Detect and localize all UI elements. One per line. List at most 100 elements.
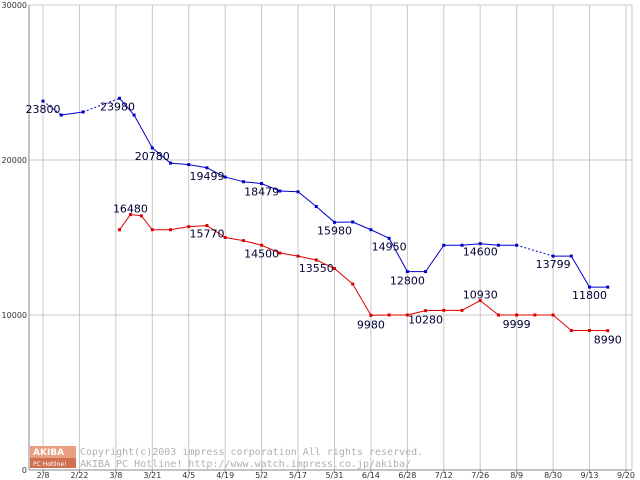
x-tick-label: 3/21 [143,471,161,480]
akiba-logo-band [30,458,76,468]
series-0-point [405,270,409,274]
series-0-segment [188,164,208,169]
series-1-point [442,308,446,312]
series-0-segment [119,97,135,116]
akiba-logo-subtext: PC Hotline! [33,461,66,468]
series-1-point [241,239,245,243]
series-0-point [241,180,245,184]
x-tick-label: 7/12 [435,471,453,480]
data-label: 10930 [463,289,498,302]
series-0-segment [61,111,84,116]
series-1-point [551,313,555,317]
series-0-point [442,243,446,247]
data-label: 23800 [26,103,61,116]
series-1-point [150,228,154,232]
series-0-point [260,182,264,186]
series-1-segment [297,255,317,261]
series-1-point [460,308,464,312]
series-0-point [496,243,500,247]
series-0-segment [315,206,335,223]
series-0-segment [225,176,244,183]
series-0-segment [279,190,299,193]
series-1-point [569,329,573,332]
series-1-segment [188,225,207,228]
series-0-segment [388,238,408,272]
series-0-point [332,220,336,224]
series-0-segment [297,191,317,207]
akiba-url-line: AKIBA PC Hotline! http://www.watch.impre… [80,459,411,470]
copyright-line: Copyright(c)2003 impress corporation All… [80,447,423,458]
series-0-point [187,163,191,167]
series-0-segment [243,181,262,185]
series-1-point [496,313,500,317]
series-1-point [332,267,336,270]
data-label: 15980 [317,224,352,237]
series-1-segment [479,300,499,316]
series-1-segment [140,215,153,231]
x-tick-label: 2/22 [70,471,88,480]
series-1-segment [461,300,481,311]
chart-series [41,96,610,333]
x-tick-label: 8/9 [510,471,523,480]
data-label: 18479 [244,186,279,199]
x-tick-label: 9/13 [581,471,599,480]
series-0-point [169,161,173,165]
series-1-point [128,213,132,217]
series-1-segment [552,314,572,331]
series-0-point [551,254,555,258]
y-tick-label: 0 [22,466,27,475]
series-0-point [369,228,373,232]
series-0-point [424,270,428,274]
series-0-point [296,190,300,194]
series-0-segment [480,243,499,246]
series-1-segment [243,240,262,246]
series-1-segment [407,310,426,316]
series-0-segment [352,221,372,231]
series-0-segment [261,183,281,192]
x-tick-label: 8/30 [544,471,562,480]
x-tick-label: 4/19 [216,471,234,480]
data-label: 19499 [189,170,224,183]
series-1-point [478,299,482,303]
x-tick-label: 7/26 [471,471,489,480]
x-tick-label: 4/5 [182,471,195,480]
series-0-point [606,285,610,289]
series-0-point [569,254,573,258]
series-1-point [606,329,610,333]
series-1-point [139,214,143,218]
data-label: 14600 [463,246,498,259]
series-1-segment [119,214,131,231]
chart-grid [29,4,632,471]
series-0-point [478,242,482,246]
series-0-segment [516,244,554,257]
series-0-segment [82,97,120,113]
series-0-point [132,113,136,117]
series-1-segment [170,226,189,231]
data-label: 14950 [372,240,407,253]
series-1-point [424,309,428,313]
copyright-watermark: AKIBA PC Hotline! Copyright(c)2003 impre… [30,446,423,470]
series-0-point [314,205,318,208]
series-1-segment [316,259,335,269]
data-label: 14500 [244,247,279,260]
series-0-point [387,236,391,240]
data-label: 9999 [503,318,531,331]
x-tick-label: 5/17 [289,471,307,480]
series-1-point [588,329,592,332]
data-label: 11800 [572,289,607,302]
series-0-segment [461,243,481,246]
y-tick-label: 20000 [2,156,27,165]
series-0-point [205,166,209,170]
y-tick-label: 10000 [2,311,27,320]
series-1-segment [261,244,281,254]
series-0-point [59,113,63,117]
series-0-point [41,99,45,103]
series-1-point [223,236,227,239]
series-0-segment [151,147,171,164]
series-1-point [260,243,264,247]
series-1-segment [334,268,354,285]
series-0-point [588,285,592,289]
x-tick-label: 3/8 [109,471,122,480]
series-1-segment [352,283,372,316]
series-1-point [405,313,409,317]
